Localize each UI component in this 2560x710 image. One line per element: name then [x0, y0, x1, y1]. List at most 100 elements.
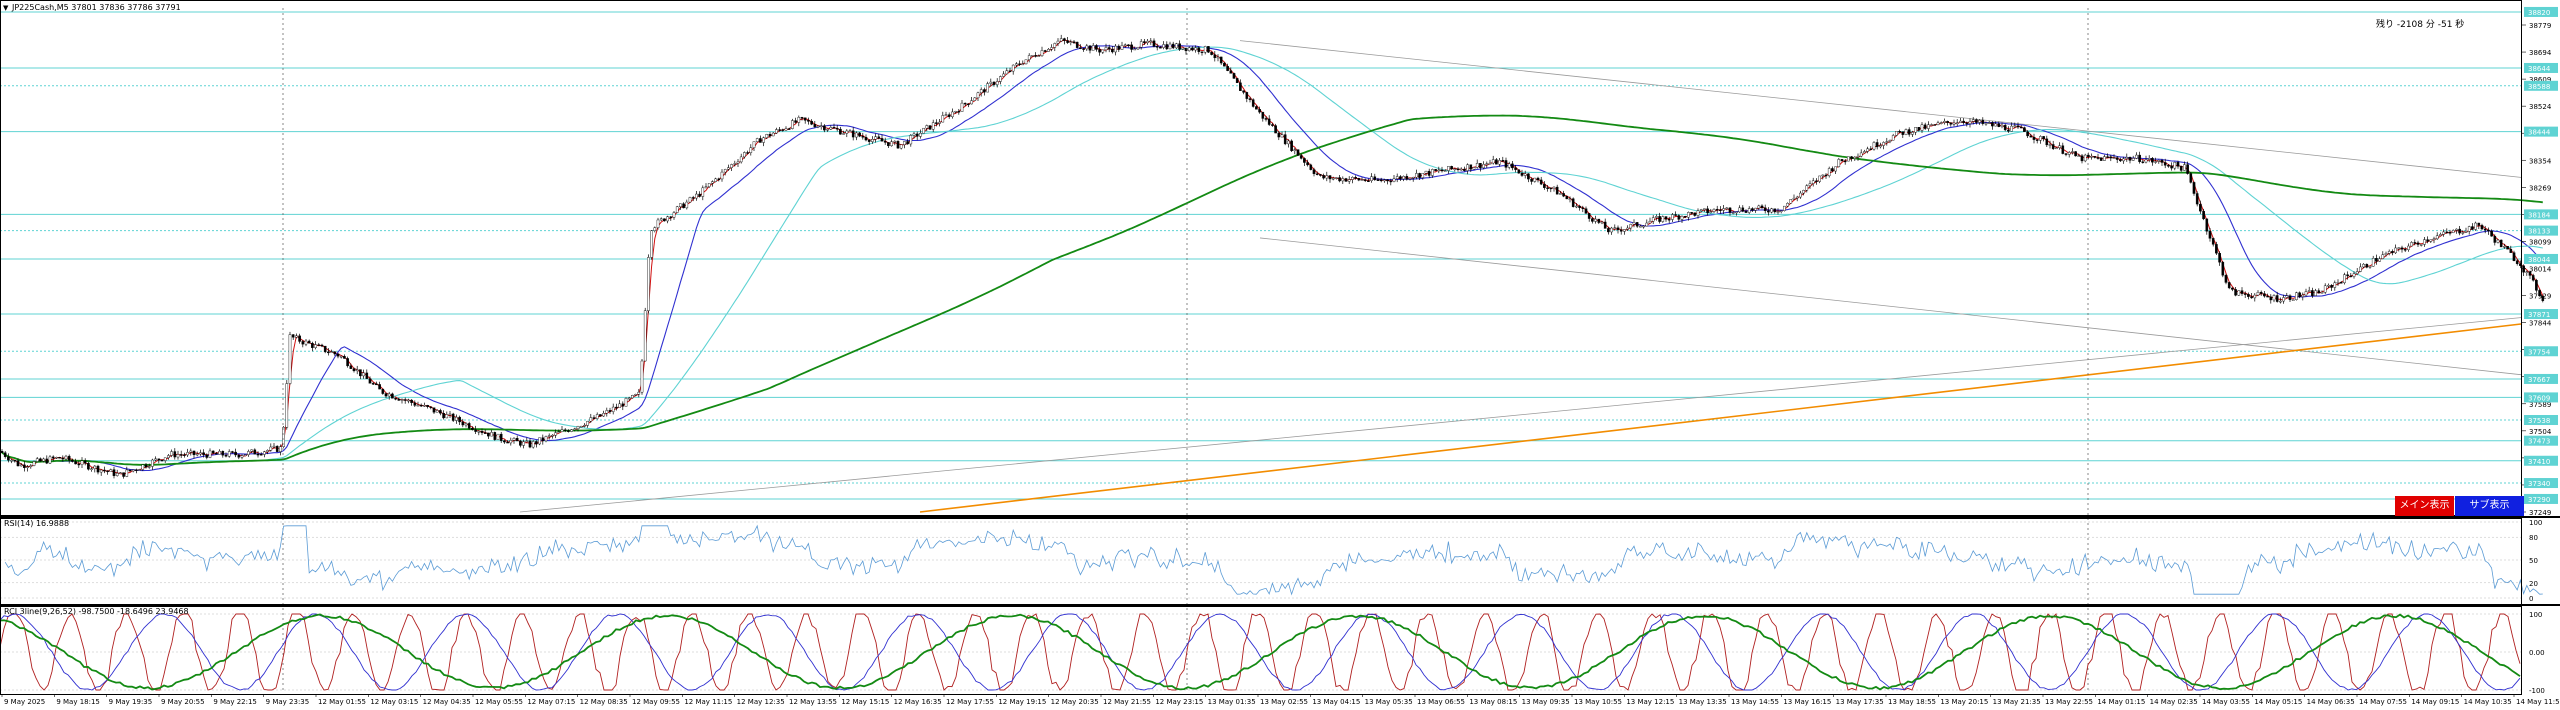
candle-body — [2202, 210, 2205, 220]
candle-body — [448, 413, 452, 416]
candle-body — [2480, 225, 2484, 230]
candle-body — [211, 450, 215, 454]
candle-body — [1136, 47, 1140, 50]
candle-body — [2000, 124, 2004, 127]
time-label: 9 May 2025 — [4, 698, 45, 706]
candle-body — [963, 102, 967, 105]
candle-body — [1440, 169, 1444, 172]
candle-body — [1367, 180, 1370, 182]
symbol-info: JP225Cash,M5 37801 37836 37786 37791 — [11, 3, 181, 12]
candle-body — [2115, 157, 2119, 160]
horizontal-levels[interactable] — [0, 11, 2522, 500]
candle-body — [2003, 124, 2007, 131]
candle-body — [1555, 186, 1559, 195]
candle-body — [1642, 225, 1645, 228]
candle-body — [1853, 156, 1857, 159]
candle-body — [1495, 159, 1498, 165]
candle-body — [1485, 163, 1489, 165]
candle-body — [2467, 226, 2471, 232]
candle-body — [819, 125, 823, 127]
candle-body — [2259, 292, 2263, 294]
candle-body — [608, 410, 612, 412]
candle-body — [922, 127, 925, 134]
candle-body — [1699, 209, 1703, 211]
candle-body — [397, 398, 401, 401]
time-label: 13 May 06:55 — [1417, 698, 1465, 706]
candle-body — [1517, 169, 1521, 174]
candle-body — [1891, 135, 1895, 141]
rci-long-line — [0, 613, 2521, 691]
candle-body — [2352, 273, 2356, 277]
candle-body — [1997, 123, 2001, 127]
candle-body — [1232, 73, 1236, 79]
candle-body — [1159, 47, 1162, 49]
candle-body — [2323, 285, 2327, 293]
candle-body — [832, 127, 836, 129]
candle-body — [573, 428, 577, 431]
candle-body — [173, 451, 177, 458]
candle-body — [1453, 168, 1457, 171]
candle-body — [317, 344, 321, 346]
candle-body — [1674, 214, 1677, 216]
candle-body — [1687, 212, 1690, 218]
candle-body — [727, 167, 730, 170]
candle-body — [416, 404, 420, 407]
time-label: 13 May 17:35 — [1836, 698, 1884, 706]
candle-body — [704, 186, 708, 189]
candle-body — [771, 132, 775, 137]
candle-body — [685, 201, 689, 209]
rsi-tick-label: 0 — [2529, 595, 2533, 603]
candle-body — [2311, 290, 2314, 296]
day-separators — [282, 8, 2089, 690]
candle-body — [1658, 216, 1661, 222]
candle-body — [451, 413, 455, 421]
candle-body — [1536, 177, 1540, 181]
candle-body — [435, 410, 439, 413]
sub-display-button[interactable]: サブ表示 — [2455, 496, 2524, 516]
candle-body — [1296, 149, 1300, 156]
candle-body — [2525, 271, 2529, 273]
candle-body — [810, 120, 813, 125]
candle-body — [547, 435, 551, 437]
time-label: 12 May 19:15 — [998, 698, 1046, 706]
candle-body — [2199, 203, 2202, 212]
candle-body — [1107, 47, 1111, 50]
candle-body — [1703, 208, 1706, 210]
time-label: 14 May 09:15 — [2411, 698, 2459, 706]
candle-body — [1491, 159, 1495, 164]
candle-body — [925, 125, 929, 129]
main-display-button[interactable]: メイン表示 — [2395, 496, 2454, 516]
level-label-bg — [2524, 126, 2558, 137]
level-label-bg — [2524, 415, 2558, 426]
candle-body — [1578, 205, 1581, 208]
level-label: 37290 — [2528, 496, 2550, 504]
candle-body — [1079, 47, 1082, 49]
candle-body — [1767, 210, 1770, 213]
candle-body — [330, 351, 333, 353]
chevron-down-icon[interactable]: ▼ — [3, 4, 9, 12]
candle-body — [2515, 260, 2519, 264]
candle-body — [983, 89, 986, 93]
candle-body — [2007, 129, 2010, 132]
candle-body — [1011, 64, 1015, 72]
candle-body — [32, 461, 36, 466]
level-label: 37667 — [2528, 376, 2550, 384]
candle-body — [221, 450, 225, 456]
candle-body — [1402, 175, 1405, 180]
candle-body — [483, 432, 487, 434]
trendlines[interactable] — [519, 40, 2523, 513]
candle-body — [365, 372, 369, 379]
candle-body — [2167, 165, 2170, 167]
candle-body — [2512, 252, 2516, 261]
candle-body — [487, 432, 490, 437]
time-label: 9 May 20:55 — [161, 698, 205, 706]
time-label: 14 May 10:35 — [2464, 698, 2512, 706]
candle-body — [2279, 300, 2282, 303]
candle-body — [2109, 156, 2113, 159]
candle-body — [138, 469, 141, 471]
candle-body — [2243, 293, 2247, 295]
candle-body — [506, 441, 509, 444]
candle-body — [1443, 170, 1447, 172]
